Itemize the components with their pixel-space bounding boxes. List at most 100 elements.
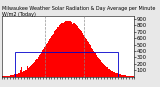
Bar: [34, 62, 35, 77]
Bar: [92, 49, 93, 77]
Bar: [133, 76, 134, 77]
Bar: [85, 38, 86, 77]
Bar: [40, 54, 41, 77]
Bar: [36, 59, 37, 77]
Bar: [31, 65, 32, 77]
Bar: [37, 59, 38, 77]
Bar: [39, 55, 40, 77]
Bar: [21, 67, 22, 77]
Bar: [103, 64, 104, 77]
Bar: [132, 76, 133, 77]
Bar: [99, 59, 100, 77]
Bar: [93, 51, 94, 77]
Bar: [57, 27, 58, 77]
Bar: [14, 74, 15, 77]
Bar: [9, 76, 10, 77]
Bar: [53, 34, 54, 77]
Bar: [128, 76, 129, 77]
Bar: [6, 76, 7, 77]
Bar: [26, 70, 27, 77]
Bar: [114, 72, 115, 77]
Bar: [65, 21, 66, 77]
Bar: [121, 75, 122, 77]
Bar: [48, 41, 49, 77]
Bar: [69, 21, 70, 77]
Bar: [118, 74, 119, 77]
Bar: [68, 21, 69, 77]
Bar: [96, 55, 97, 77]
Bar: [83, 35, 84, 77]
Bar: [13, 75, 14, 77]
Bar: [74, 23, 75, 77]
Bar: [113, 72, 114, 77]
Bar: [37, 57, 38, 77]
Bar: [68, 21, 69, 77]
Bar: [75, 24, 76, 77]
Bar: [22, 72, 23, 77]
Bar: [5, 76, 6, 77]
Bar: [81, 31, 82, 77]
Bar: [30, 66, 31, 77]
Bar: [92, 50, 93, 77]
Bar: [52, 35, 53, 77]
Bar: [13, 75, 14, 77]
Bar: [122, 75, 123, 77]
Bar: [117, 74, 118, 77]
Bar: [67, 22, 68, 77]
Bar: [23, 71, 24, 77]
Bar: [41, 52, 42, 77]
Bar: [97, 57, 98, 77]
Bar: [111, 71, 112, 77]
Bar: [126, 76, 127, 77]
Bar: [106, 67, 107, 77]
Bar: [55, 30, 56, 77]
Bar: [109, 69, 110, 77]
Bar: [78, 28, 79, 77]
Bar: [35, 60, 36, 77]
Bar: [16, 74, 17, 77]
Bar: [25, 70, 26, 77]
Bar: [3, 76, 4, 77]
Bar: [43, 49, 44, 77]
Bar: [24, 71, 25, 77]
Bar: [42, 50, 43, 77]
Bar: [71, 22, 72, 77]
Bar: [12, 75, 13, 77]
Bar: [56, 28, 57, 77]
Bar: [119, 74, 120, 77]
Bar: [38, 57, 39, 77]
Bar: [80, 30, 81, 77]
Bar: [32, 64, 33, 77]
Bar: [89, 44, 90, 77]
Bar: [66, 21, 67, 77]
Bar: [61, 23, 62, 77]
Bar: [20, 73, 21, 77]
Bar: [112, 71, 113, 77]
Bar: [8, 76, 9, 77]
Bar: [95, 53, 96, 77]
Bar: [55, 30, 56, 77]
Bar: [134, 76, 135, 77]
Bar: [1, 76, 2, 77]
Text: Milwaukee Weather Solar Radiation & Day Average per Minute W/m2 (Today): Milwaukee Weather Solar Radiation & Day …: [2, 6, 155, 17]
Bar: [10, 75, 11, 77]
Bar: [102, 63, 103, 77]
Bar: [130, 76, 131, 77]
Bar: [49, 39, 50, 77]
Bar: [58, 27, 59, 77]
Bar: [80, 31, 81, 77]
Bar: [72, 24, 73, 77]
Bar: [15, 74, 16, 77]
Bar: [115, 73, 116, 77]
Bar: [110, 70, 111, 77]
Bar: [131, 76, 132, 77]
Bar: [77, 26, 78, 77]
Bar: [105, 66, 106, 77]
Bar: [108, 69, 109, 77]
Bar: [98, 58, 99, 77]
Bar: [79, 29, 80, 77]
Bar: [90, 45, 91, 77]
Bar: [19, 73, 20, 77]
Bar: [45, 46, 46, 77]
Bar: [17, 74, 18, 77]
